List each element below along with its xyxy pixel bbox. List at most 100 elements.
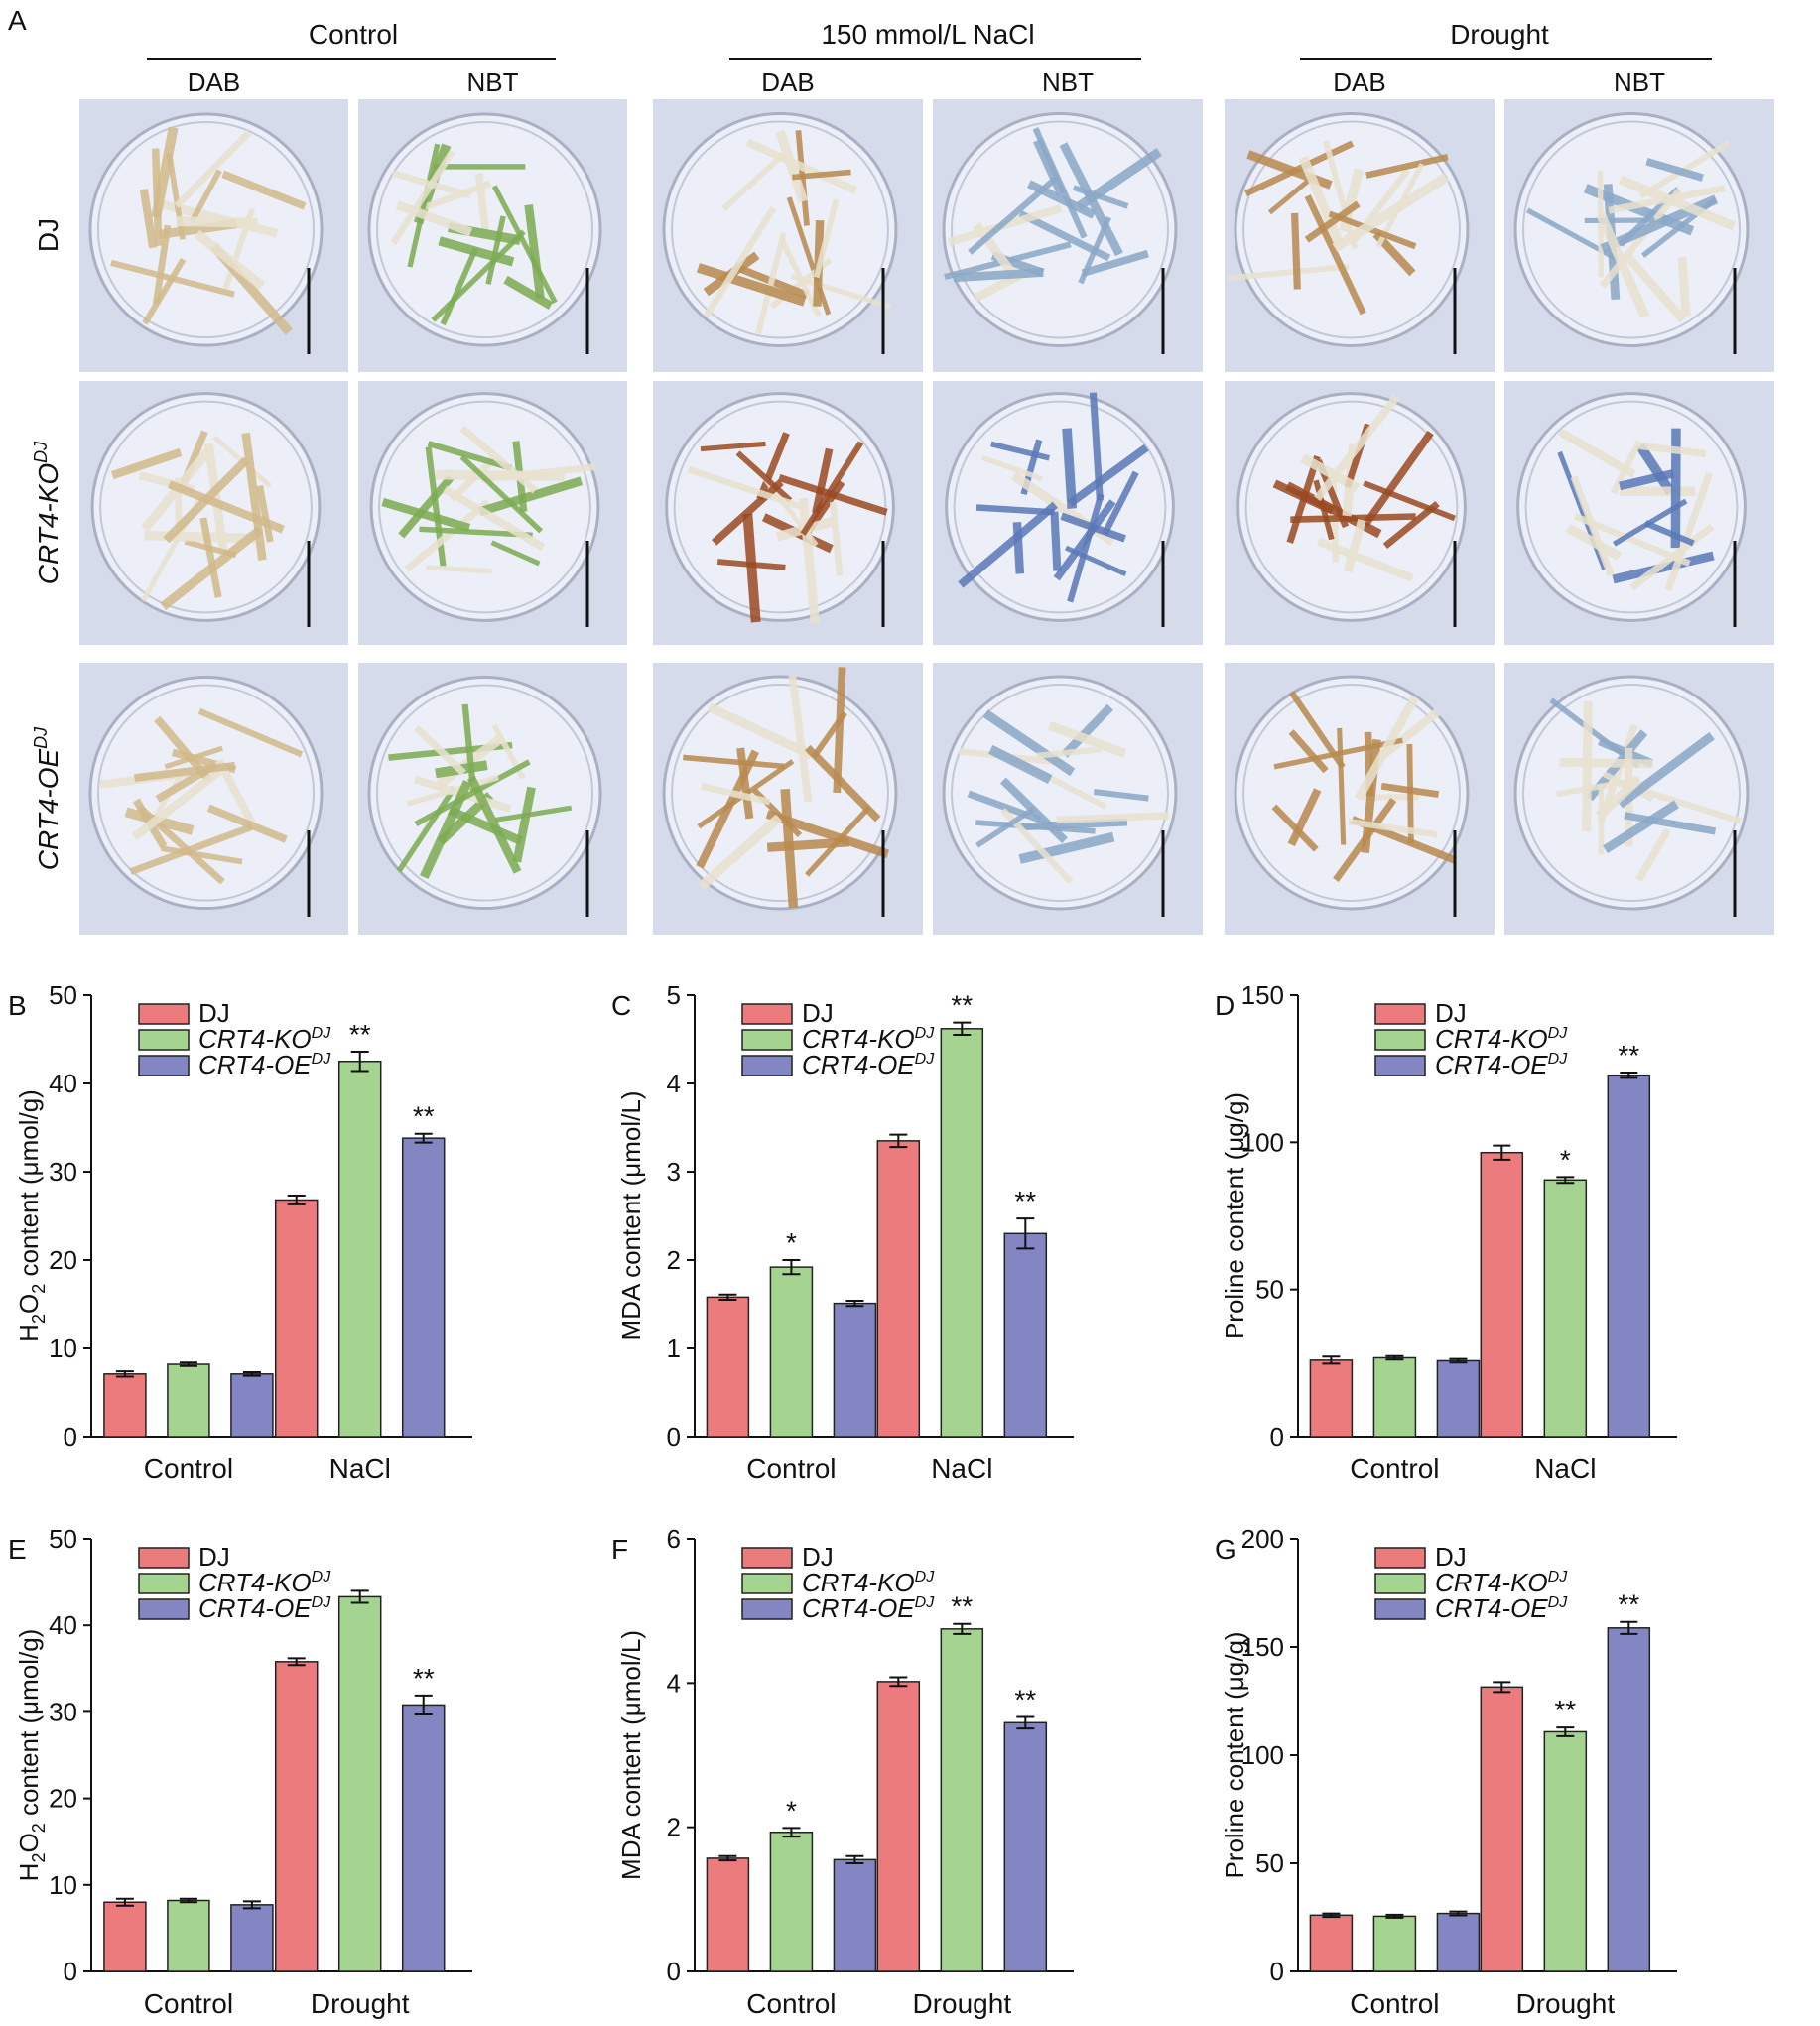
leaf-segment	[1060, 512, 1126, 543]
leaf-segment	[407, 143, 441, 268]
leaf-segment	[1288, 729, 1329, 774]
treatment-header-2: Drought	[1450, 19, 1549, 50]
bar-DJ-0	[1309, 1359, 1354, 1438]
leaf-segment	[1635, 443, 1675, 496]
leaf-segment	[199, 517, 222, 598]
leaf-segment	[1628, 523, 1715, 591]
panel-letter: C	[611, 990, 631, 1021]
legend-sup: DJ	[312, 1051, 332, 1068]
leaf-segment	[1557, 450, 1608, 570]
leaf-segment	[1227, 263, 1350, 282]
leaf-segment	[459, 425, 538, 494]
petri-photo	[79, 381, 348, 645]
leaf-segment	[381, 497, 471, 533]
petri-dish-rim	[378, 400, 591, 614]
legend-label-OE: CRT4-OEDJ	[1435, 1050, 1568, 1079]
significance-mark: *	[786, 1795, 797, 1826]
leaf-segment	[1583, 184, 1695, 236]
petri-photo	[1225, 663, 1495, 935]
petri-photo	[933, 381, 1203, 645]
bar-OE-1	[1003, 1721, 1048, 1972]
leaf-segment	[406, 774, 499, 807]
leaf-segment	[419, 779, 472, 880]
legend-text: CRT4-KO	[198, 1568, 312, 1597]
leaf-segment	[736, 747, 754, 820]
leaf-segment	[745, 138, 857, 194]
leaf-segment	[491, 185, 558, 304]
leaf-segment	[110, 447, 183, 480]
legend-label-DJ: DJ	[802, 1542, 834, 1572]
legend-text: CRT4-OE	[198, 1050, 312, 1079]
petri-photo	[1504, 663, 1774, 935]
leaf-segment	[829, 501, 844, 576]
leaf-segment	[443, 485, 546, 552]
leaf-segment	[448, 806, 524, 845]
legend-swatch-DJ	[1374, 1547, 1426, 1569]
legend-sup: DJ	[1548, 1569, 1569, 1585]
bar-DJ-0	[706, 1296, 750, 1438]
legend-swatch-DJ	[138, 1547, 190, 1569]
subscript: 2	[29, 1823, 49, 1833]
leaf-segment	[968, 175, 1060, 255]
significance-mark: **	[1014, 1186, 1036, 1216]
leaf-segment	[975, 806, 1036, 848]
legend-label-KO: CRT4-KODJ	[198, 1024, 331, 1054]
leaf-segment	[391, 170, 471, 199]
y-tick-label: 40	[49, 1610, 77, 1640]
leaf-segment	[395, 200, 473, 237]
leaf-segment	[1557, 428, 1636, 478]
leaf-segment	[755, 231, 787, 335]
bar-DJ-0	[706, 1857, 750, 1972]
label-part: content (μmol/g)	[14, 1629, 44, 1824]
y-tick-label: 200	[1241, 1524, 1284, 1554]
petri-photo	[79, 663, 348, 935]
leaf-segment	[151, 126, 179, 219]
bar-DJ-0	[103, 1373, 147, 1438]
petri-dish	[88, 675, 324, 911]
significance-mark: **	[1618, 1040, 1639, 1071]
leaf-segment	[1332, 173, 1450, 253]
bar-DJ-1	[876, 1140, 921, 1438]
leaf-segment	[1343, 518, 1366, 573]
leaf-segment	[1304, 194, 1366, 316]
label-part: H	[14, 1324, 44, 1342]
legend-sup: DJ	[915, 1594, 936, 1611]
bar-OE-0	[1436, 1359, 1481, 1438]
y-tick-label: 30	[49, 1697, 77, 1726]
leaf-segment	[812, 447, 834, 515]
leaf-segment	[1645, 158, 1704, 182]
significance-mark: **	[413, 1101, 435, 1132]
panel-letter: E	[8, 1534, 27, 1565]
petri-photo	[933, 99, 1203, 372]
legend-sup: DJ	[915, 1025, 936, 1042]
chart-F: F 0 2 4 6 MDA content (μmol/L) Control * Drought…	[611, 1524, 1074, 2019]
petri-dish	[90, 392, 322, 622]
leaf-segment	[779, 237, 822, 317]
leaf-segment	[1067, 443, 1149, 507]
petri-dish-rim	[375, 684, 594, 902]
x-category-label: Control	[746, 1988, 836, 2019]
leaf-segment	[459, 454, 544, 534]
petri-photo	[358, 663, 627, 935]
leaf-segment	[1036, 746, 1102, 759]
y-tick-label: 10	[49, 1870, 77, 1900]
subscript: 2	[29, 1284, 49, 1294]
leaf-segment	[1033, 138, 1066, 196]
legend-text: CRT4-KO	[802, 1568, 915, 1597]
leaf-segment	[698, 814, 783, 890]
petri-dish-rim	[953, 400, 1167, 614]
row-label-text: DJ	[33, 218, 64, 252]
leaf-segment	[142, 257, 187, 325]
chart-C: C 0 1 2 3 4 5 MDA content (μmol/L) Control * NaCl *…	[611, 980, 1074, 1484]
legend-text: CRT4-OE	[198, 1593, 312, 1623]
y-tick-label: 4	[667, 1069, 681, 1098]
y-tick-label: 0	[667, 1957, 681, 1986]
leaf-segment	[1624, 812, 1717, 835]
bar-KO-1	[940, 1028, 984, 1438]
leaf-segment	[1300, 453, 1361, 493]
petri-dish-rim	[1244, 400, 1459, 614]
